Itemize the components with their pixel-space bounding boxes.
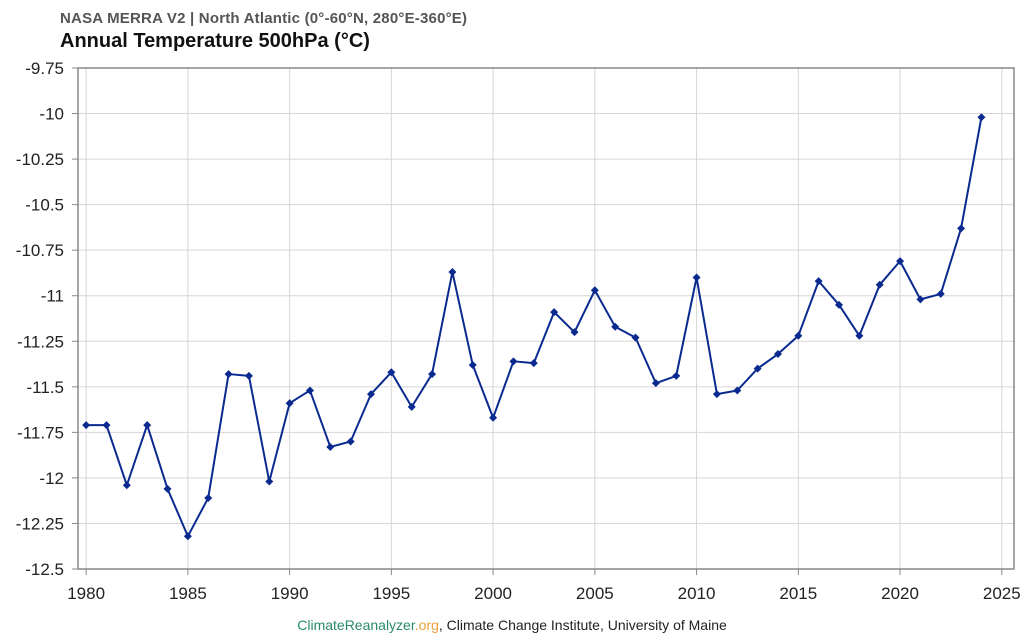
y-axis-ticks: -9.75 -10 -10.25 -10.5 -10.75 -11 -11.25 -11.5 -… [16,59,78,579]
data-point[interactable] [672,371,681,380]
data-point[interactable] [957,224,966,233]
data-point[interactable] [773,350,782,359]
data-point[interactable] [183,532,192,541]
x-tick-label: 2000 [474,584,512,603]
data-point[interactable] [448,268,457,277]
data-point[interactable] [224,370,233,379]
data-point[interactable] [753,364,762,373]
x-tick-label: 2025 [983,584,1021,603]
data-point[interactable] [631,333,640,342]
data-point[interactable] [387,368,396,377]
x-tick-label: 1995 [372,584,410,603]
chart-title: Annual Temperature 500hPa (°C) [60,30,370,52]
plot-frame [77,67,1015,570]
data-point[interactable] [692,273,701,282]
y-tick-label: -12 [39,469,64,488]
y-tick-label: -10 [39,105,64,124]
data-point[interactable] [855,331,864,340]
data-point[interactable] [590,286,599,295]
data-point[interactable] [611,322,620,331]
footer-site-name[interactable]: ClimateReanalyzer [297,617,415,633]
data-point[interactable] [468,360,477,369]
data-point[interactable] [428,370,437,379]
data-point[interactable] [346,437,355,446]
x-tick-label: 2020 [881,584,919,603]
data-point[interactable] [814,277,823,286]
data-point[interactable] [143,421,152,430]
data-point[interactable] [835,300,844,309]
y-tick-label: -9.75 [25,59,64,78]
data-point[interactable] [896,257,905,266]
y-tick-label: -11 [41,287,64,306]
y-tick-label: -12.25 [16,514,64,533]
data-point[interactable] [102,421,111,430]
data-point[interactable] [265,477,274,486]
data-point[interactable] [82,421,91,430]
data-point[interactable] [163,484,172,493]
series-group [82,113,986,541]
data-point[interactable] [305,386,314,395]
data-point[interactable] [977,113,986,122]
data-point[interactable] [550,308,559,317]
data-point[interactable] [936,289,945,298]
data-point[interactable] [204,493,213,502]
data-point[interactable] [570,328,579,337]
x-tick-label: 2010 [678,584,716,603]
y-tick-label: -11.25 [17,332,64,351]
data-point[interactable] [122,481,131,490]
x-tick-label: 2005 [576,584,614,603]
data-point[interactable] [509,357,518,366]
data-point[interactable] [407,402,416,411]
data-point[interactable] [651,379,660,388]
chart-subtitle: NASA MERRA V2 | North Atlantic (0°-60°N,… [60,10,468,27]
x-tick-label: 1990 [271,584,309,603]
y-tick-label: -11.75 [17,423,64,442]
x-tick-label: 2015 [779,584,817,603]
x-tick-label: 1985 [169,584,207,603]
data-point[interactable] [712,390,721,399]
data-point[interactable] [285,399,294,408]
data-point[interactable] [489,413,498,422]
footer-institution: , Climate Change Institute, University o… [438,617,727,633]
data-point[interactable] [326,442,335,451]
chart-grid [78,67,1014,570]
y-tick-label: -12.5 [25,560,64,579]
footer-credit: ClimateReanalyzer.org, Climate Change In… [0,617,1024,633]
data-point[interactable] [367,390,376,399]
y-tick-label: -11.5 [27,378,65,397]
x-axis-ticks: 1980 1985 1990 1995 2000 2005 2010 2015 2020 2025 [67,569,1021,603]
data-point[interactable] [875,280,884,289]
x-tick-label: 1980 [67,584,105,603]
data-point[interactable] [733,386,742,395]
data-point[interactable] [529,359,538,368]
y-tick-label: -10.75 [16,241,64,260]
y-tick-label: -10.25 [16,150,64,169]
data-point[interactable] [794,331,803,340]
series-line [86,117,983,538]
data-point[interactable] [916,295,925,304]
footer-site-tld[interactable]: .org [414,617,439,633]
y-tick-label: -10.5 [25,196,64,215]
data-point[interactable] [244,371,253,380]
